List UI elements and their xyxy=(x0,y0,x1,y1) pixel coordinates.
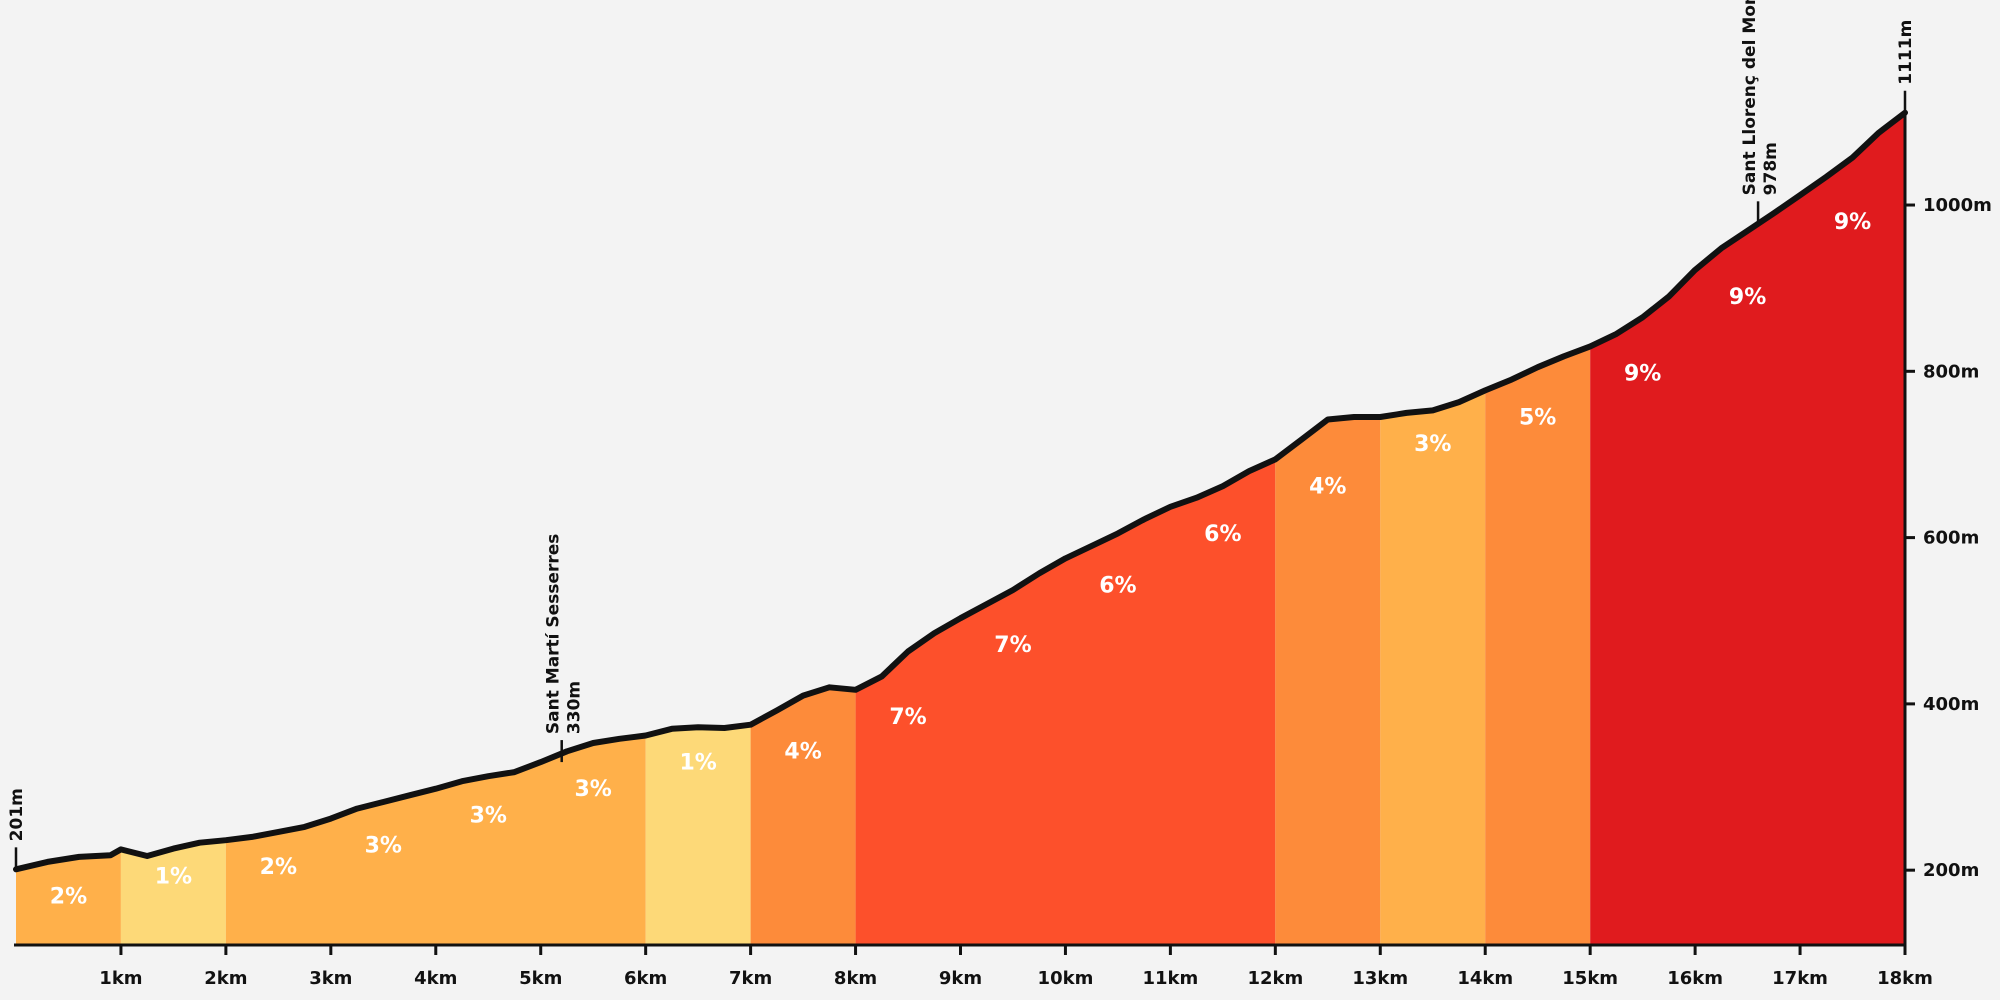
x-tick-label: 5km xyxy=(519,968,562,989)
x-tick-label: 15km xyxy=(1562,968,1618,989)
grade-label-km-17: 9% xyxy=(1729,285,1766,310)
x-tick-label: 10km xyxy=(1038,968,1094,989)
grade-label-km-5: 3% xyxy=(470,804,507,829)
grade-label-km-10: 7% xyxy=(994,633,1031,658)
grade-segment-7 xyxy=(1275,417,1381,945)
annotation-2: Sant Martí Sesserres 330m xyxy=(544,534,585,734)
annotation-1: 201m xyxy=(7,788,27,841)
y-tick-label: 400m xyxy=(1923,694,1979,715)
annotation-label: Sant Martí Sesserres xyxy=(544,534,564,734)
grade-label-km-13: 4% xyxy=(1309,474,1346,499)
annotation-3: Sant Llorenç del Mont 978m xyxy=(1740,0,1781,195)
x-tick-label: 2km xyxy=(204,968,247,989)
grade-label-km-14: 3% xyxy=(1414,432,1451,457)
x-tick-label: 6km xyxy=(624,968,667,989)
x-tick-label: 18km xyxy=(1877,968,1933,989)
x-tick-label: 3km xyxy=(309,968,352,989)
x-tick-label: 8km xyxy=(834,968,877,989)
x-tick-label: 12km xyxy=(1247,968,1303,989)
grade-label-km-2: 1% xyxy=(155,864,192,889)
annotation-label: 1111m xyxy=(1896,20,1916,85)
grade-label-km-16: 9% xyxy=(1624,361,1661,386)
x-tick-label: 11km xyxy=(1142,968,1198,989)
grade-segment-5 xyxy=(750,687,856,945)
x-tick-label: 1km xyxy=(99,968,142,989)
grade-segment-4 xyxy=(645,724,751,945)
grade-segment-6 xyxy=(855,459,1276,945)
x-tick-label: 4km xyxy=(414,968,457,989)
x-tick-label: 7km xyxy=(729,968,772,989)
grade-label-km-9: 7% xyxy=(889,705,926,730)
grade-label-km-1: 2% xyxy=(50,884,87,909)
x-axis-ticks: 1km 2km 3km 4km 5km 6km 7km 8km 9km 10km 11km 12km 1… xyxy=(99,945,1933,989)
y-tick-label: 1000m xyxy=(1923,195,1992,216)
y-tick-label: 200m xyxy=(1923,860,1979,881)
y-tick-label: 600m xyxy=(1923,528,1979,549)
grade-label-km-18: 9% xyxy=(1834,210,1871,235)
grade-label-km-15: 5% xyxy=(1519,405,1556,430)
grade-segment-8 xyxy=(1380,390,1486,945)
annotations: 201m Sant Martí Sesserres 330m Sant Llorenç… xyxy=(7,0,1916,870)
x-tick-label: 14km xyxy=(1457,968,1513,989)
grade-label-km-8: 4% xyxy=(784,740,821,765)
grade-segment-2 xyxy=(120,840,226,945)
grade-label-km-3: 2% xyxy=(260,855,297,880)
grade-segment-10 xyxy=(1590,112,1905,945)
annotation-label: 201m xyxy=(7,788,27,841)
x-tick-label: 9km xyxy=(939,968,982,989)
elevation-profile-line xyxy=(13,109,1908,873)
grade-label-km-7: 1% xyxy=(679,750,716,775)
x-tick-label: 17km xyxy=(1772,968,1828,989)
y-tick-label: 800m xyxy=(1923,361,1979,382)
grade-label-km-11: 6% xyxy=(1099,573,1136,598)
grade-label-km-12: 6% xyxy=(1204,522,1241,547)
grade-label-km-4: 3% xyxy=(365,834,402,859)
x-tick-label: 16km xyxy=(1667,968,1723,989)
grade-label-km-6: 3% xyxy=(575,777,612,802)
grade-segment-1 xyxy=(16,849,121,945)
annotation-sublabel: 978m xyxy=(1761,142,1781,195)
grade-labels: 2% 1% 2% 3% 3% 3% 1% 4% 7% 7% 6% 6% 4% 3% 5% 9% 9% 9% xyxy=(50,210,1871,909)
annotation-sublabel: 330m xyxy=(565,681,585,734)
x-tick-label: 13km xyxy=(1352,968,1408,989)
annotation-label: Sant Llorenç del Mont xyxy=(1740,0,1760,195)
y-axis-ticks: 200m 400m 600m 800m 1000m xyxy=(1905,195,1992,881)
annotation-4: 1111m xyxy=(1896,20,1916,85)
grade-segment-9 xyxy=(1485,346,1591,945)
grade-segments xyxy=(16,112,1905,945)
grade-segment-3 xyxy=(225,735,646,945)
